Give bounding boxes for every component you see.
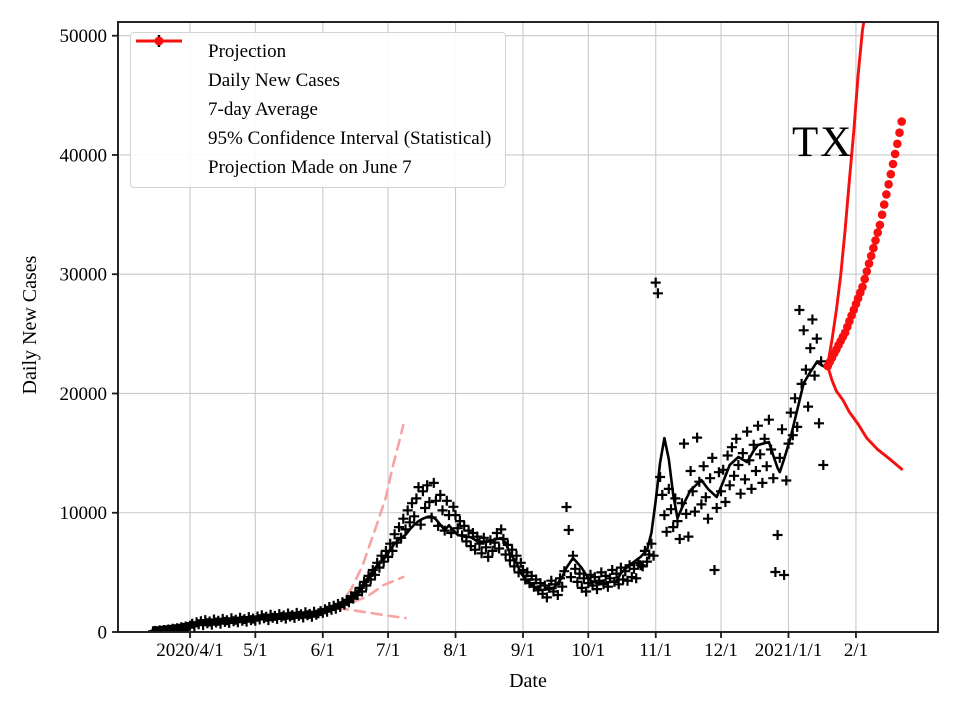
legend-item-projection-made-on-june-7: Projection Made on June 7 <box>131 39 505 183</box>
projection-dot <box>873 228 882 237</box>
x-tick-label: 7/1 <box>376 640 400 661</box>
x-tick-label: 9/1 <box>511 640 535 661</box>
x-tick-label: 8/1 <box>443 640 467 661</box>
projection-dots <box>823 117 906 371</box>
seven-day-average-line <box>150 360 829 632</box>
y-tick-label: 50000 <box>60 26 108 47</box>
y-tick-label: 30000 <box>60 265 108 286</box>
legend-item-95-confidence-interval-statistical: 95% Confidence Interval (Statistical) <box>131 36 505 154</box>
legend-label: Daily New Cases <box>208 69 340 91</box>
projection-dot <box>893 139 902 149</box>
x-tick-label: 2020/4/1 <box>156 640 224 661</box>
projection-dot <box>895 128 904 137</box>
projection-dot <box>862 267 872 276</box>
projection-dot <box>858 282 867 292</box>
y-tick-label: 20000 <box>60 384 108 405</box>
projection-dot <box>877 210 887 219</box>
june7-projection-line <box>336 575 405 609</box>
legend-label: Projection Made on June 7 <box>208 157 412 179</box>
y-tick-label: 0 <box>98 623 108 644</box>
series-layer <box>148 22 906 632</box>
legend-item-projection: Projection <box>131 36 505 66</box>
x-axis-label: Date <box>509 670 547 692</box>
legend-label: 7-day Average <box>208 99 318 120</box>
x-tick-label: 10/1 <box>571 640 605 661</box>
y-axis-label: Daily New Cases <box>19 255 41 395</box>
projection-dot <box>869 243 878 253</box>
june7-projection-line <box>336 423 405 609</box>
tick-labels: 2020/4/1 5/1 6/1 7/1 8/1 9/1 10/1 11/1 12/1 2021/… <box>60 26 869 661</box>
legend-item-daily-new-cases: Daily New Cases <box>131 35 505 95</box>
x-tick-label: 5/1 <box>243 640 267 661</box>
projection-dot <box>890 149 900 159</box>
projection-dot <box>884 180 893 189</box>
ci-lower-line <box>826 364 904 471</box>
projection-dot <box>897 117 906 126</box>
axes-spines <box>117 21 939 633</box>
x-tick-label: 6/1 <box>311 640 335 661</box>
daily-new-cases-markers <box>148 277 829 632</box>
x-tick-label: 2021/1/1 <box>755 640 823 661</box>
projection-dot <box>879 200 889 209</box>
projection-dot <box>875 220 885 230</box>
y-tick-label: 40000 <box>60 145 108 166</box>
y-tick-label: 10000 <box>60 503 108 524</box>
projection-dot <box>886 169 896 179</box>
june7-projection-line <box>336 606 407 620</box>
projection-dot <box>882 190 891 199</box>
state-annotation: TX <box>792 119 854 166</box>
legend-label: 95% Confidence Interval (Statistical) <box>208 128 492 150</box>
ci-upper-line <box>826 22 866 367</box>
projection-dot <box>871 236 880 245</box>
axis-ticks <box>112 34 857 638</box>
legend-label: Projection <box>208 40 287 62</box>
x-tick-label: 12/1 <box>704 640 738 661</box>
legend: Projection Daily New Cases 7-day Average 95… <box>130 32 506 188</box>
legend-item-7-day-average: 7-day Average <box>131 39 505 124</box>
projection-dot <box>888 159 898 169</box>
x-tick-label: 2/1 <box>844 640 868 661</box>
projection-dot <box>864 259 874 268</box>
projection-dot <box>866 251 876 261</box>
projection-dot <box>860 274 869 284</box>
x-tick-label: 11/1 <box>639 640 672 661</box>
